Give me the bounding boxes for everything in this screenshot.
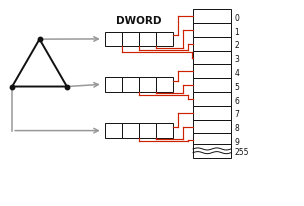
Bar [122, 123, 139, 138]
Bar [156, 32, 173, 46]
Bar [193, 23, 231, 37]
Bar [193, 64, 231, 78]
Text: 2: 2 [235, 41, 240, 50]
Bar [193, 9, 231, 23]
Text: 4: 4 [235, 69, 240, 78]
Bar [122, 77, 139, 92]
Bar [193, 92, 231, 106]
Bar [122, 32, 139, 46]
Text: 255: 255 [235, 148, 249, 157]
Bar [156, 77, 173, 92]
Text: 1: 1 [235, 28, 240, 36]
Bar [193, 133, 231, 147]
Text: 8: 8 [235, 124, 240, 133]
Bar [105, 32, 122, 46]
Text: DWORD: DWORD [116, 16, 162, 26]
Bar [156, 123, 173, 138]
Text: 5: 5 [235, 83, 240, 92]
Bar [193, 51, 231, 64]
Text: 6: 6 [235, 97, 240, 105]
Bar [105, 123, 122, 138]
Text: 0: 0 [235, 14, 240, 23]
Bar [139, 32, 156, 46]
Bar [193, 106, 231, 120]
Bar [139, 77, 156, 92]
Bar [139, 123, 156, 138]
Bar [105, 77, 122, 92]
Text: 3: 3 [235, 55, 240, 64]
Bar [193, 120, 231, 133]
Bar [193, 78, 231, 92]
Bar [193, 37, 231, 51]
Bar [193, 144, 231, 158]
Text: 9: 9 [235, 138, 240, 147]
Text: 7: 7 [235, 110, 240, 119]
